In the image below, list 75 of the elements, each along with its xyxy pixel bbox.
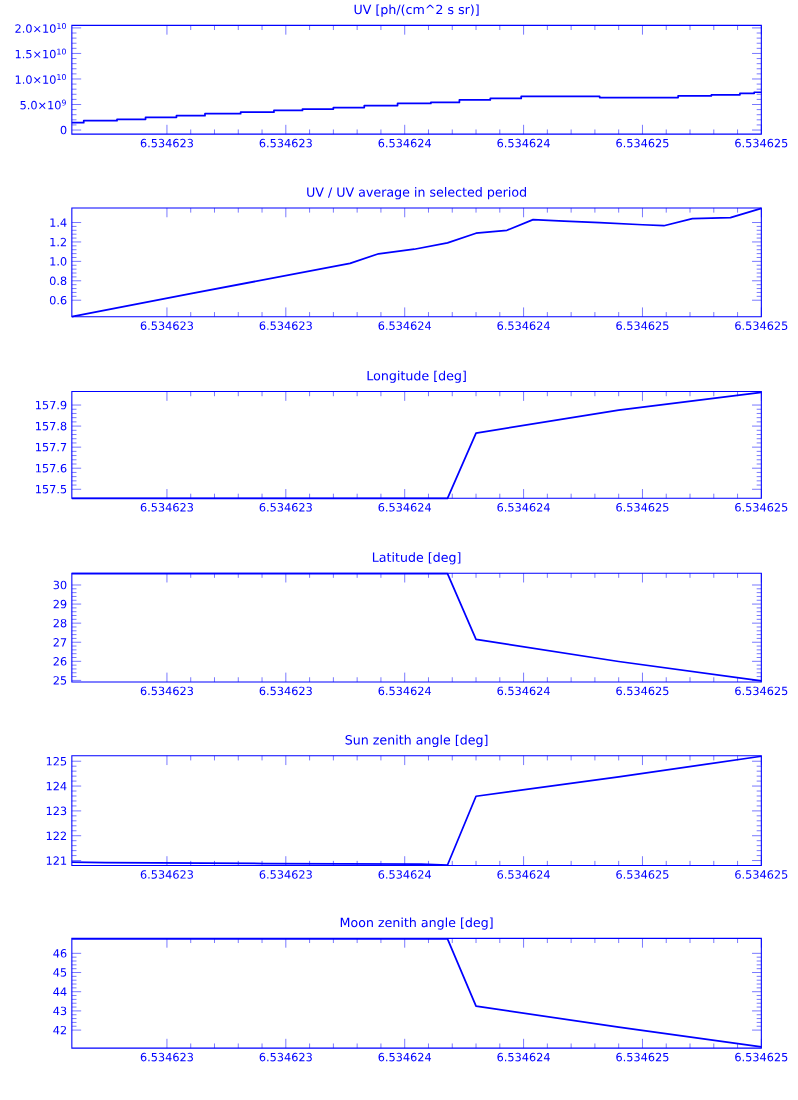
y-tick-label: 125 xyxy=(46,756,67,766)
x-tick-label: 6.534623 xyxy=(259,503,312,512)
y-tick-label: 157.5 xyxy=(35,485,67,494)
x-tick-label: 6.534625 xyxy=(616,321,669,330)
x-tick-label: 6.534624 xyxy=(497,1052,550,1062)
y-tick-label: 1.0 xyxy=(50,257,67,266)
x-tick-label: 6.534625 xyxy=(616,686,669,696)
x-tick-label: 6.534623 xyxy=(259,686,312,696)
y-tick-label: 45 xyxy=(53,968,67,977)
x-tick-label: 6.534623 xyxy=(140,686,193,696)
x-tick-label: 6.534625 xyxy=(735,503,788,512)
y-tick-label: 5.0×10$^{9}$ xyxy=(20,99,66,110)
x-tick-label: 6.534623 xyxy=(259,1052,312,1062)
x-tick-label: 6.534625 xyxy=(735,1052,788,1062)
y-tick-label: 124 xyxy=(46,781,67,791)
chart-title: Sun zenith angle [deg] xyxy=(345,734,488,748)
y-tick-label: 122 xyxy=(46,831,66,840)
y-tick-label: 1.5×10$^{10}$ xyxy=(15,48,66,59)
x-tick-label: 6.534625 xyxy=(616,138,669,148)
y-tick-label: 44 xyxy=(53,987,67,996)
x-tick-label: 6.534623 xyxy=(140,870,193,879)
x-tick-label: 6.534624 xyxy=(378,321,431,330)
y-tick-label: 42 xyxy=(53,1025,66,1035)
x-tick-label: 6.534624 xyxy=(378,503,431,512)
x-tick-label: 6.534624 xyxy=(497,870,550,879)
y-tick-label: 43 xyxy=(53,1006,67,1016)
x-tick-label: 6.534624 xyxy=(497,321,550,330)
y-tick-label: 0.6 xyxy=(49,295,67,305)
x-tick-label: 6.534625 xyxy=(616,503,669,512)
x-tick-label: 6.534624 xyxy=(497,686,550,696)
x-tick-label: 6.534625 xyxy=(735,138,788,148)
x-tick-label: 6.534623 xyxy=(140,321,193,330)
x-tick-label: 6.534625 xyxy=(735,870,788,879)
x-tick-label: 6.534623 xyxy=(259,870,312,879)
y-tick-label: 27 xyxy=(53,638,67,647)
chart-title: Latitude [deg] xyxy=(372,552,461,565)
x-tick-label: 6.534624 xyxy=(378,686,431,696)
y-tick-label: 28 xyxy=(53,618,67,628)
y-tick-label: 29 xyxy=(53,599,67,609)
line-series xyxy=(70,572,763,682)
y-tick-label: 1.0×10$^{10}$ xyxy=(15,74,66,84)
chart-title: UV / UV average in selected period xyxy=(307,187,526,200)
y-tick-label: 1.2 xyxy=(50,237,66,247)
x-tick-label: 6.534624 xyxy=(378,138,431,148)
y-tick-label: 30 xyxy=(53,580,67,590)
x-tick-label: 6.534624 xyxy=(378,1052,431,1062)
y-tick-label: 123 xyxy=(46,806,67,816)
y-tick-label: 25 xyxy=(53,676,67,685)
y-tick-label: 157.8 xyxy=(35,421,67,431)
chart-title: Moon zenith angle [deg] xyxy=(340,917,493,930)
x-tick-label: 6.534625 xyxy=(616,1052,669,1062)
y-tick-label: 157.7 xyxy=(35,442,67,452)
x-tick-label: 6.534623 xyxy=(140,1052,193,1062)
x-tick-label: 6.534624 xyxy=(497,138,550,148)
y-tick-label: 46 xyxy=(53,949,67,958)
x-tick-label: 6.534623 xyxy=(140,503,193,512)
x-tick-label: 6.534623 xyxy=(140,138,193,148)
x-tick-label: 6.534623 xyxy=(259,138,312,148)
x-tick-label: 6.534624 xyxy=(497,503,550,512)
x-tick-label: 6.534624 xyxy=(378,870,431,879)
y-tick-label: 0.8 xyxy=(49,276,67,286)
x-tick-label: 6.534625 xyxy=(735,686,788,696)
y-tick-label: 157.6 xyxy=(35,463,67,473)
chart-title: UV [ph/(cm^2 s sr)] xyxy=(354,4,479,17)
x-tick-label: 6.534625 xyxy=(735,321,788,330)
y-tick-label: 1.4 xyxy=(50,218,67,227)
chart-title: Longitude [deg] xyxy=(367,370,466,383)
y-tick-label: 121 xyxy=(46,856,66,865)
y-tick-label: 2.0×10$^{10}$ xyxy=(15,23,66,33)
x-tick-label: 6.534625 xyxy=(616,870,669,879)
x-tick-label: 6.534623 xyxy=(259,321,312,330)
y-tick-label: 26 xyxy=(53,657,67,666)
y-tick-label: 157.9 xyxy=(35,400,67,410)
y-tick-label: 0 xyxy=(60,125,67,135)
line-series xyxy=(70,938,763,1048)
